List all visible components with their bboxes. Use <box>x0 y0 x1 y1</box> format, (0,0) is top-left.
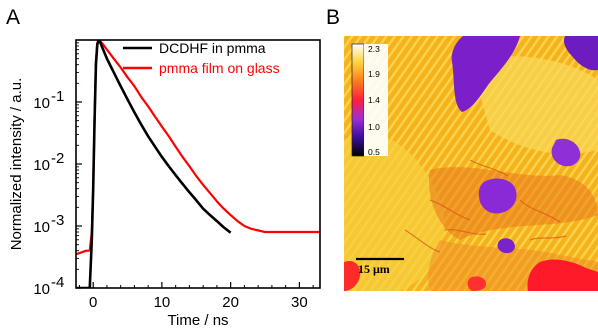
y-tick-label: 10 <box>33 157 50 174</box>
yellow-domain-top-right <box>470 56 598 154</box>
texture-streaks <box>404 159 567 253</box>
fluorescence-lifetime-image: 2.3 1.9 1.4 1.0 0.5 15 μm <box>344 36 598 291</box>
series-line-0 <box>76 40 232 288</box>
colorbar: 2.3 1.9 1.4 1.0 0.5 <box>351 43 388 157</box>
x-axis-title: Time / ns <box>167 312 228 328</box>
legend: DCDHF in pmma pmma film on glass <box>123 40 280 76</box>
decay-plot: 0 10 20 30 10-410-310-210-1 Time / ns Norma… <box>8 39 321 328</box>
plot-frame <box>75 39 321 289</box>
y-tick-label: 10 <box>33 219 50 236</box>
x-tick-label: 30 <box>291 294 308 311</box>
purple-region-top <box>451 36 520 112</box>
legend-label-dcdhf: DCDHF in pmma <box>159 40 266 56</box>
x-tick-label: 20 <box>222 294 239 311</box>
purple-speck-lower <box>497 238 515 254</box>
y-tick-exponent: -2 <box>51 150 64 167</box>
panel-a-label: A <box>6 6 20 29</box>
x-tick-label: 0 <box>89 294 97 311</box>
x-axis-ticks: 0 10 20 30 <box>78 282 314 311</box>
y-tick-exponent: -3 <box>51 212 64 229</box>
y-tick-exponent: -1 <box>51 88 64 105</box>
colorbar-label-2: 1.9 <box>368 69 380 79</box>
y-axis-title: Normalized intensity / a.u. <box>8 78 25 251</box>
legend-label-pmma-film: pmma film on glass <box>159 60 280 76</box>
colorbar-label-top: 2.3 <box>368 44 380 54</box>
red-speck-lower <box>467 276 486 291</box>
scale-bar-label: 15 μm <box>358 262 390 276</box>
yellow-domain-left <box>344 133 445 291</box>
y-axis-ticks: 10-410-310-210-1 <box>33 42 82 298</box>
purple-region-top-right <box>563 36 598 71</box>
colorbar-bar <box>351 43 365 157</box>
colorbar-label-bottom: 0.5 <box>368 147 380 157</box>
scale-bar: 15 μm <box>356 257 404 276</box>
x-tick-label: 10 <box>154 294 171 311</box>
colorbar-label-4: 1.0 <box>368 122 380 132</box>
y-tick-label: 10 <box>33 281 50 298</box>
purple-region-center <box>478 178 517 214</box>
y-tick-label: 10 <box>33 95 50 112</box>
series-layer <box>76 40 320 288</box>
colorbar-label-bg <box>364 44 388 156</box>
colorbar-label-3: 1.4 <box>368 95 380 105</box>
panel-b-label: B <box>326 6 340 29</box>
y-tick-exponent: -4 <box>51 274 64 291</box>
purple-region-right <box>551 138 581 167</box>
red-region-left-edge <box>344 260 361 291</box>
red-region-lower-right <box>527 259 598 291</box>
